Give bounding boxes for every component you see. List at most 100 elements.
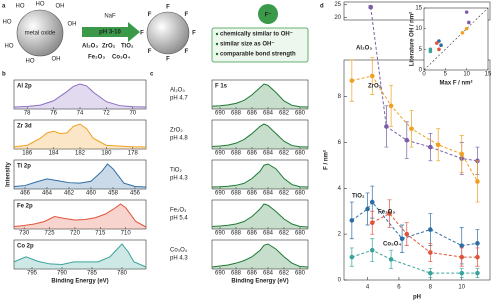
x-tick-label: 690: [215, 111, 226, 117]
x-tick-label: 184: [49, 151, 60, 157]
bullet-dot: [215, 42, 219, 46]
data-point: [369, 220, 375, 226]
x-tick-label: 70: [129, 111, 136, 117]
x-tick-label: 4: [366, 285, 370, 291]
plot-frame: [13, 199, 147, 230]
x-tick-label: 180: [101, 151, 112, 157]
x-tick-label: 686: [247, 191, 258, 197]
data-point: [475, 241, 480, 246]
series-label: TiO₂: [352, 194, 365, 200]
spectrum-title: Fe 2p: [17, 204, 33, 210]
y-tick-label: 6: [338, 140, 342, 146]
x-tick-label: 686: [247, 271, 258, 277]
x-tick-label: 680: [295, 111, 306, 117]
plot-frame: [211, 239, 309, 270]
x-axis-label: Binding Energy (eV): [51, 279, 108, 285]
spectrum-title: Co 2p: [17, 244, 34, 250]
data-point: [475, 254, 480, 260]
data-point: [459, 151, 465, 157]
x-tick-label: 686: [247, 231, 258, 237]
condition-label: pH 4.3: [170, 256, 188, 262]
ion-label: F⁻: [265, 13, 272, 19]
data-point: [475, 270, 480, 276]
y-tick-label: 5: [419, 47, 423, 53]
fluoride: F: [166, 57, 170, 63]
x-tick-label: 15: [485, 72, 492, 78]
spectrum-line: [13, 243, 147, 268]
x-tick-label: 684: [263, 271, 274, 277]
hydroxyl: HO: [36, 2, 45, 8]
fluoride: F: [140, 31, 144, 37]
x-tick-label: 690: [215, 231, 226, 237]
data-point: [349, 218, 355, 223]
oxide-name: Al₂O₃: [82, 44, 98, 50]
scatter-point: [437, 47, 441, 52]
hydroxyl: HO: [16, 4, 25, 10]
x-tick-label: 682: [279, 271, 290, 277]
data-point: [475, 179, 480, 184]
spectrum-line: [13, 123, 147, 148]
x-tick-label: 6: [397, 285, 401, 291]
property: chemically similar to OH⁻: [220, 32, 293, 38]
hydroxyl: HO: [5, 44, 14, 50]
x-tick-label: 182: [75, 151, 86, 157]
spectrum-line: [211, 123, 309, 148]
spectrum-area: [14, 164, 146, 189]
fluoride: F: [148, 49, 152, 55]
y-axis-label: Literature OH / nm²: [409, 12, 416, 66]
property-box: [211, 27, 309, 63]
x-tick-label: 76: [50, 111, 57, 117]
hydroxyl: OH: [56, 4, 65, 10]
x-tick-label: 795: [27, 271, 38, 277]
plot-frame: [211, 119, 309, 150]
spectrum-area: [14, 84, 146, 109]
x-tick-label: 186: [22, 151, 33, 157]
data-point: [459, 270, 465, 276]
y-tick-label: 0: [338, 278, 342, 284]
x-tick-label: 684: [263, 151, 274, 157]
oxide-name: TiO₂: [121, 44, 134, 50]
x-tick-label: 686: [247, 111, 258, 117]
bullet-dot: [215, 32, 219, 36]
spectrum-area: [212, 164, 308, 189]
spectrum-line: [211, 243, 309, 268]
series-label: Al₂O₃: [356, 46, 372, 52]
oxide-name: Co₃O₄: [112, 55, 130, 61]
x-tick-label: 686: [247, 151, 258, 157]
scatter-point: [460, 31, 465, 35]
data-point: [349, 78, 355, 83]
spectrum-area: [14, 244, 146, 269]
property: similar size as OH⁻: [220, 42, 275, 48]
x-tick-label: 78: [24, 111, 31, 117]
core-label: metal oxide: [25, 31, 56, 37]
x-tick-label: 688: [231, 191, 242, 197]
x-axis-label: pH: [413, 295, 421, 301]
x-tick-label: 684: [263, 231, 274, 237]
x-tick-label: 690: [215, 151, 226, 157]
reagent: NaF: [104, 14, 116, 20]
reaction-arrow: [82, 22, 140, 42]
series-label: Co₃O₄: [383, 242, 401, 248]
oxide-particle: [16, 9, 64, 57]
x-tick-label: 682: [279, 111, 290, 117]
x-tick-label: 688: [231, 271, 242, 277]
y-tick-label: 10: [415, 26, 422, 32]
condition-label: pH 4.7: [170, 96, 188, 102]
x-tick-label: 680: [295, 151, 306, 157]
x-tick-label: 682: [279, 231, 290, 237]
data-point: [369, 247, 375, 253]
x-tick-label: 710: [121, 231, 132, 237]
x-tick-label: 690: [215, 191, 226, 197]
data-point: [388, 257, 394, 262]
spectrum-title: Ti 2p: [17, 164, 31, 170]
spectrum-area: [212, 124, 308, 149]
fluoride: F: [148, 12, 152, 18]
x-tick-label: 682: [279, 151, 290, 157]
hydroxyl: OH: [68, 22, 77, 28]
sample-label: Al₂O₃: [170, 88, 185, 94]
scatter-point: [435, 41, 439, 45]
sample-label: ZrO₂: [170, 128, 183, 134]
spectrum-area: [14, 204, 146, 229]
fluoride: F: [185, 12, 189, 18]
